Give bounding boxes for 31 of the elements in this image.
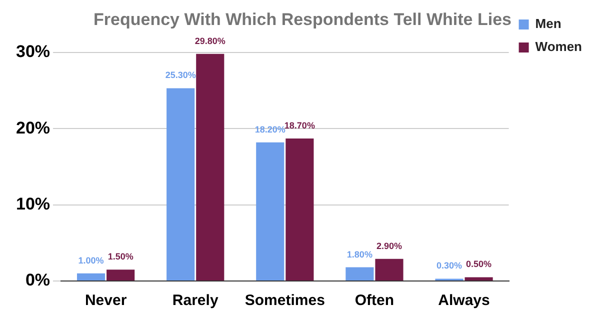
x-tick-label: Sometimes [244,292,325,310]
bar [464,277,493,280]
x-tick-label: Never [84,292,127,310]
bar [286,138,314,280]
x-tick-label: Often [354,292,394,310]
data-label: 29.80% [194,36,226,46]
data-label: 0.50% [466,259,492,270]
bar [256,142,284,280]
data-label: 1.00% [78,255,104,266]
y-tick-label: 0% [25,270,50,290]
bar [106,270,135,280]
x-tick-label: Always [438,292,490,310]
legend-label: Men [535,16,562,32]
bar [166,88,195,280]
legend-label: Women [535,39,582,54]
y-tick-label: 10% [16,194,50,214]
bar [196,54,224,280]
bar [76,273,106,280]
data-label: 0.30% [436,260,462,271]
data-label: 18.20% [254,124,286,134]
bar [346,267,374,280]
data-label: 18.70% [284,120,315,130]
data-label: 2.90% [376,240,402,251]
y-tick-label: 20% [16,118,50,138]
data-label: 1.80% [346,249,372,260]
data-label: 1.50% [108,252,134,262]
bar [375,258,404,280]
data-label: 25.30% [165,70,196,80]
x-tick-label: Rarely [172,292,219,310]
chart-title: Frequency With Which Respondents Tell White Lies [94,10,512,29]
y-tick-label: 30% [16,42,50,62]
